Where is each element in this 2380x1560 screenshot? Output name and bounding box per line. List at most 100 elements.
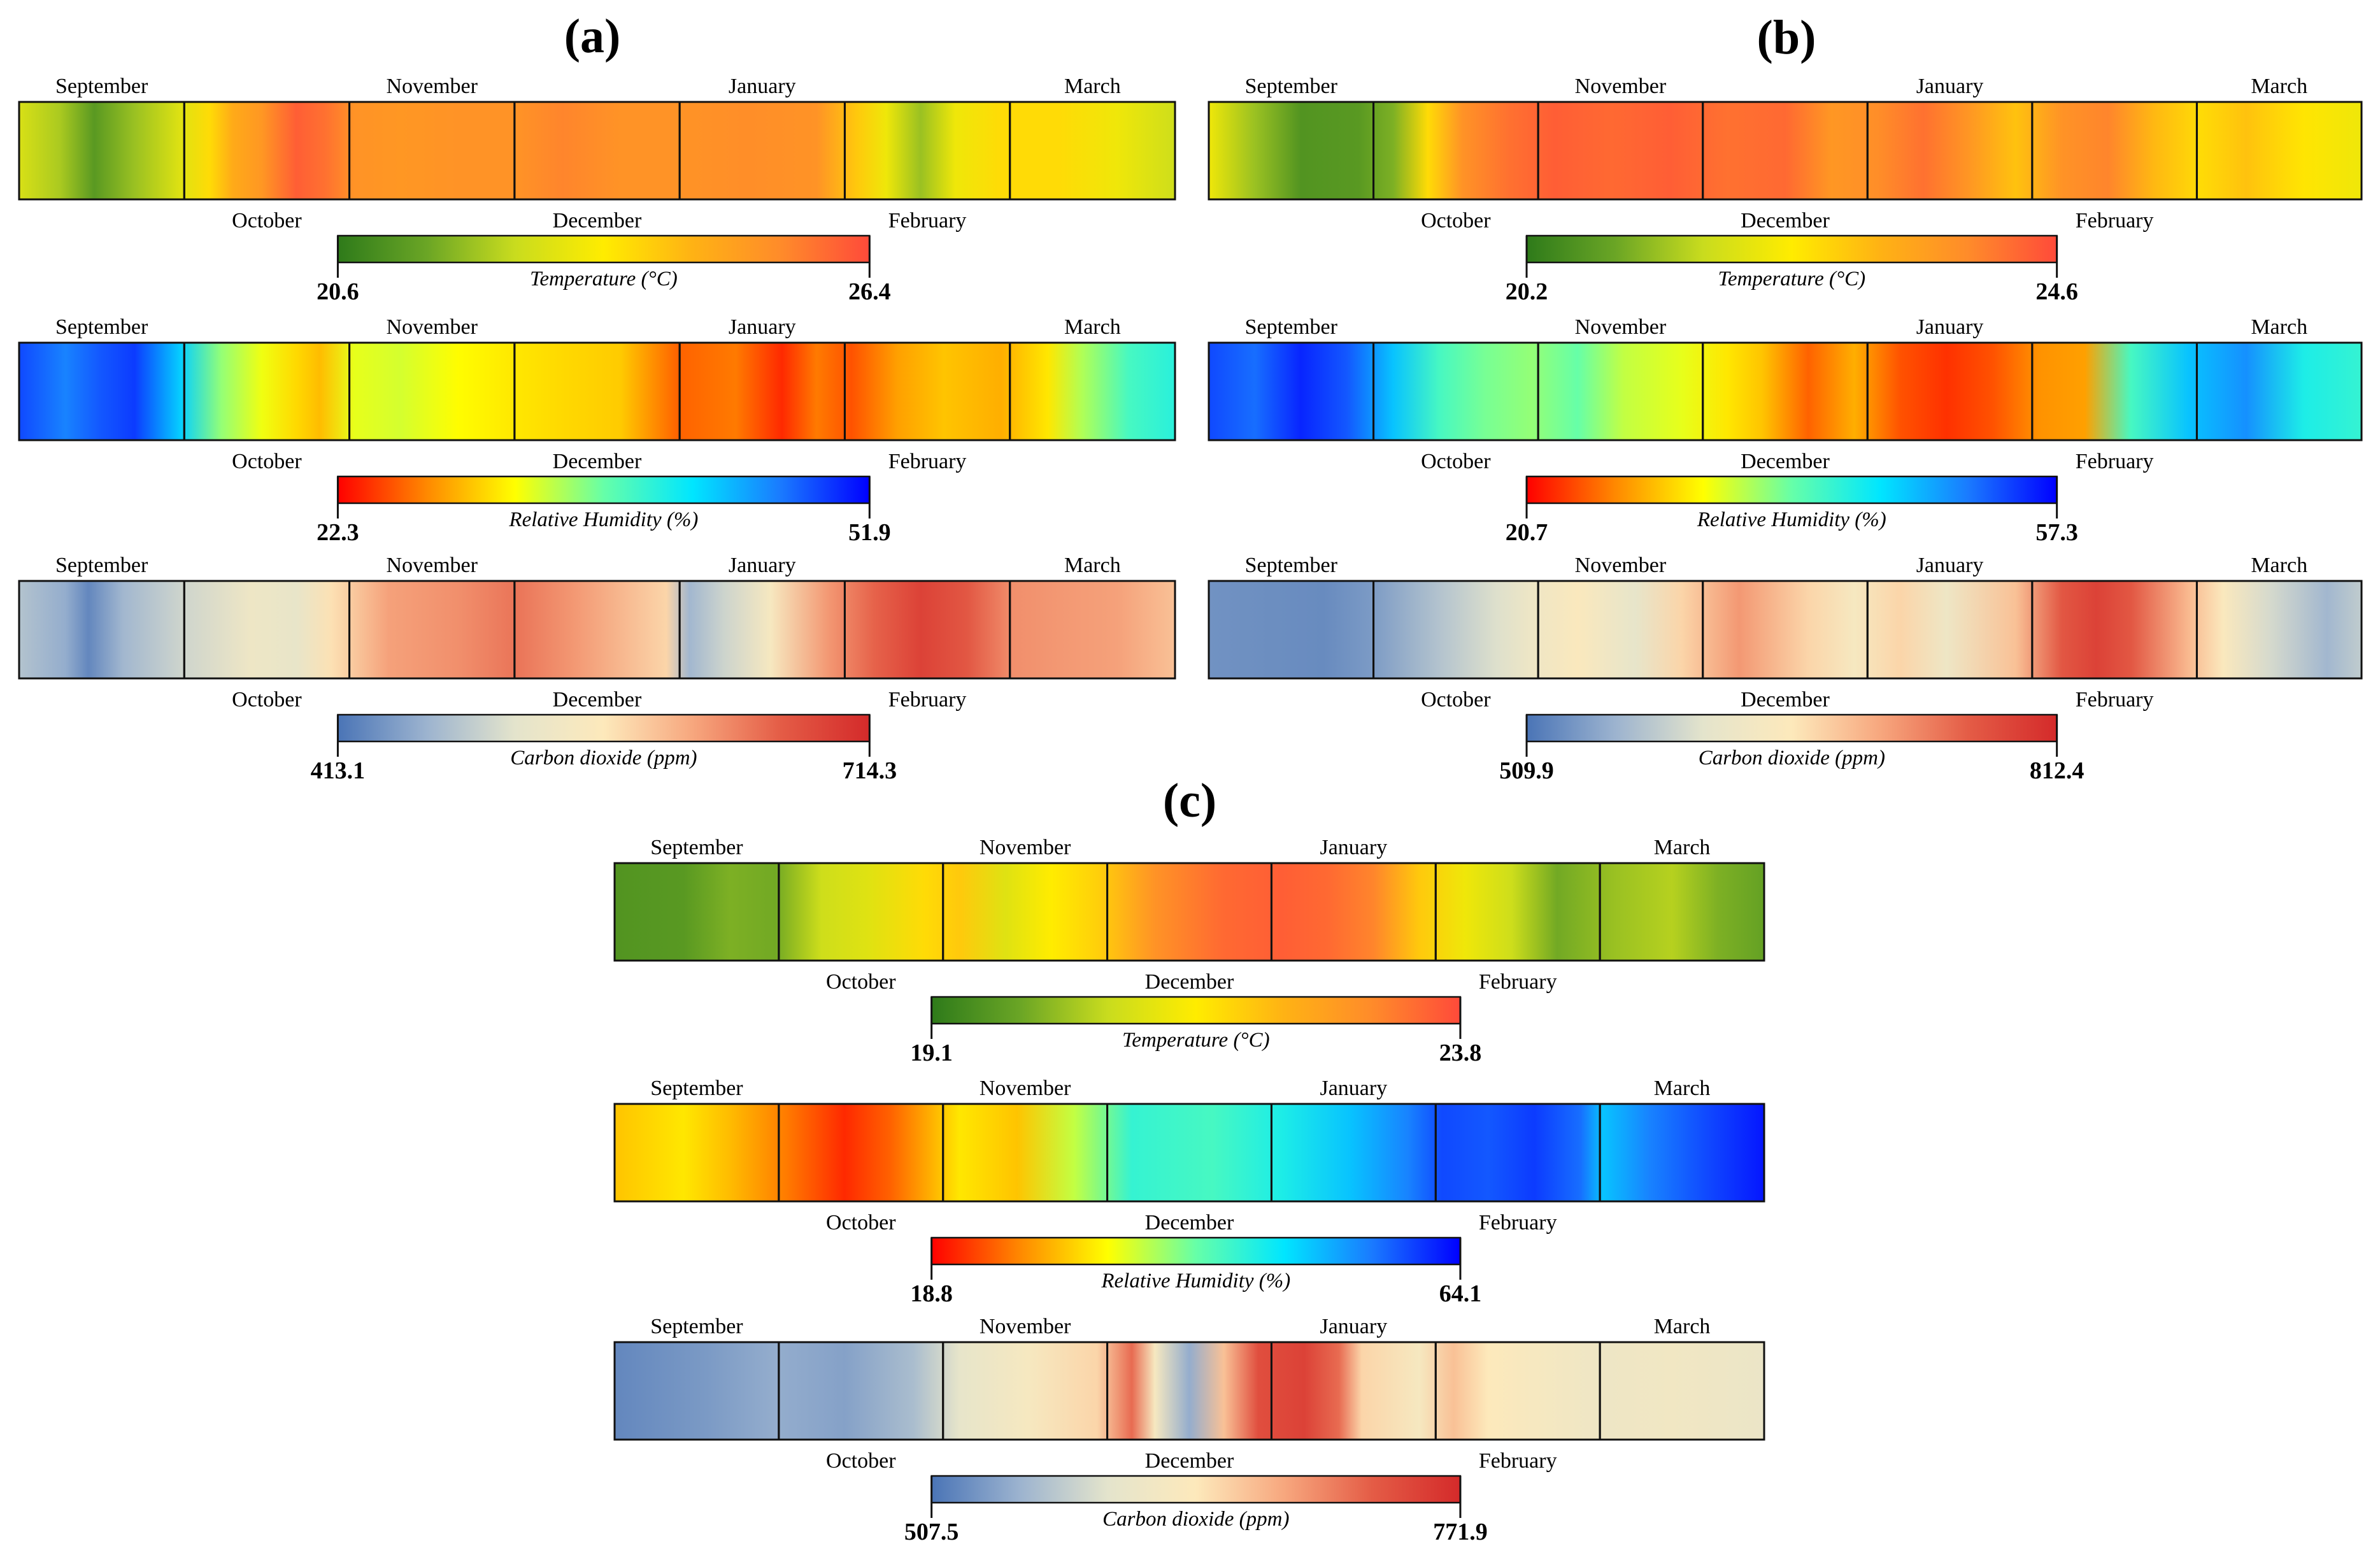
month-label: December xyxy=(553,209,642,233)
month-label: December xyxy=(1741,688,1830,712)
colorbar-min-value: 18.8 xyxy=(910,1280,953,1307)
month-label: September xyxy=(55,554,148,577)
month-label: December xyxy=(1145,1211,1234,1234)
colorbar-max-value: 57.3 xyxy=(2035,519,2078,546)
month-cell-march xyxy=(1599,1103,1765,1203)
month-label: March xyxy=(1064,554,1121,577)
month-cell-march xyxy=(1599,862,1765,962)
month-label: January xyxy=(729,75,796,98)
month-label: December xyxy=(553,450,642,473)
month-label: February xyxy=(1479,1211,1557,1234)
panel-label: (c) xyxy=(1163,774,1216,827)
month-label: March xyxy=(2251,554,2307,577)
colorbar-max-value: 64.1 xyxy=(1439,1280,1482,1307)
month-label: November xyxy=(386,554,478,577)
month-cell-march xyxy=(2195,580,2363,680)
heat-row-humidity: September October November December January F… xyxy=(18,315,1176,546)
colorbar-min-value: 20.6 xyxy=(317,278,359,305)
month-label: January xyxy=(729,554,796,577)
month-label: September xyxy=(1245,315,1338,339)
heat-strip xyxy=(1209,581,2362,678)
month-label: September xyxy=(1245,554,1338,577)
month-label: November xyxy=(1575,315,1667,339)
colorbar-temperature xyxy=(337,234,871,264)
month-label: October xyxy=(232,450,302,473)
month-cell-march xyxy=(1599,1341,1765,1441)
colorbar-title: Relative Humidity (%) xyxy=(1101,1270,1290,1292)
panel-b: (b) September October November December Janua… xyxy=(1208,11,2363,784)
month-label: September xyxy=(1245,75,1338,98)
month-label: December xyxy=(553,688,642,712)
month-cell-march xyxy=(1009,101,1176,201)
month-label: September xyxy=(650,1315,743,1338)
colorbar-max-value: 714.3 xyxy=(843,757,897,784)
heat-strip xyxy=(1209,343,2362,440)
month-label: March xyxy=(1654,1315,1711,1338)
colorbar-co2 xyxy=(337,713,871,743)
panel-label: (a) xyxy=(564,10,621,63)
month-label: February xyxy=(888,450,967,473)
month-cell-march xyxy=(1009,341,1176,441)
panel-a: (a) September October November December Janua… xyxy=(18,10,1176,784)
colorbar-min-value: 507.5 xyxy=(904,1519,959,1545)
colorbar-temperature xyxy=(930,996,1462,1025)
colorbar-min-value: 20.2 xyxy=(1506,278,1548,305)
heat-row-co2: September October November December January F… xyxy=(1208,554,2363,784)
month-label: January xyxy=(1320,1315,1387,1338)
month-label: January xyxy=(1916,554,1984,577)
month-label: February xyxy=(1479,1449,1557,1473)
month-label: December xyxy=(1145,970,1234,994)
colorbar-temperature xyxy=(1525,234,2058,264)
colorbar-co2 xyxy=(930,1475,1462,1504)
colorbar-humidity xyxy=(337,475,871,504)
month-label: March xyxy=(1654,1077,1711,1100)
month-label: January xyxy=(1916,315,1984,339)
colorbar-title: Carbon dioxide (ppm) xyxy=(1699,747,1885,769)
month-label: December xyxy=(1741,450,1830,473)
heat-strip xyxy=(19,581,1175,678)
colorbar-min-value: 509.9 xyxy=(1499,757,1554,784)
colorbar-title: Temperature (°C) xyxy=(530,268,678,290)
month-label: December xyxy=(1741,209,1830,233)
heat-row-co2: September October November December January F… xyxy=(613,1315,1765,1545)
month-label: March xyxy=(1064,75,1121,98)
colorbar-max-value: 23.8 xyxy=(1439,1040,1482,1066)
month-cell-march xyxy=(2195,341,2363,441)
month-label: January xyxy=(729,315,796,339)
colorbar-max-value: 26.4 xyxy=(848,278,891,305)
month-label: September xyxy=(55,315,148,339)
month-cell-march xyxy=(1009,580,1176,680)
month-label: February xyxy=(2076,450,2154,473)
month-label: January xyxy=(1320,1077,1387,1100)
month-label: January xyxy=(1916,75,1984,98)
colorbar-max-value: 51.9 xyxy=(848,519,891,546)
month-label: November xyxy=(980,1077,1071,1100)
colorbar-title: Temperature (°C) xyxy=(1122,1029,1270,1052)
month-label: October xyxy=(826,1211,896,1234)
colorbar-title: Relative Humidity (%) xyxy=(508,508,698,531)
month-label: October xyxy=(826,970,896,994)
colorbar-co2 xyxy=(1525,713,2058,743)
panel-label: (b) xyxy=(1757,11,1816,64)
heat-strip xyxy=(615,1342,1764,1440)
colorbar-max-value: 771.9 xyxy=(1433,1519,1488,1545)
heat-row-humidity: September October November December January F… xyxy=(613,1077,1765,1307)
month-label: September xyxy=(650,1077,743,1100)
month-label: March xyxy=(1654,836,1711,859)
heat-row-temperature: September October November December January F… xyxy=(613,836,1765,1066)
colorbar-max-value: 812.4 xyxy=(2030,757,2084,784)
month-label: February xyxy=(888,688,967,712)
colorbar-min-value: 20.7 xyxy=(1506,519,1548,546)
heat-strip xyxy=(615,863,1764,961)
colorbar-max-value: 24.6 xyxy=(2035,278,2078,305)
month-label: November xyxy=(980,1315,1071,1338)
month-label: October xyxy=(826,1449,896,1473)
colorbar-humidity xyxy=(930,1236,1462,1266)
month-label: March xyxy=(1064,315,1121,339)
colorbar-title: Carbon dioxide (ppm) xyxy=(1102,1508,1289,1531)
month-label: February xyxy=(2076,209,2154,233)
heat-row-temperature: September October November December January F… xyxy=(1208,75,2363,305)
month-label: October xyxy=(1421,450,1491,473)
month-label: November xyxy=(386,315,478,339)
